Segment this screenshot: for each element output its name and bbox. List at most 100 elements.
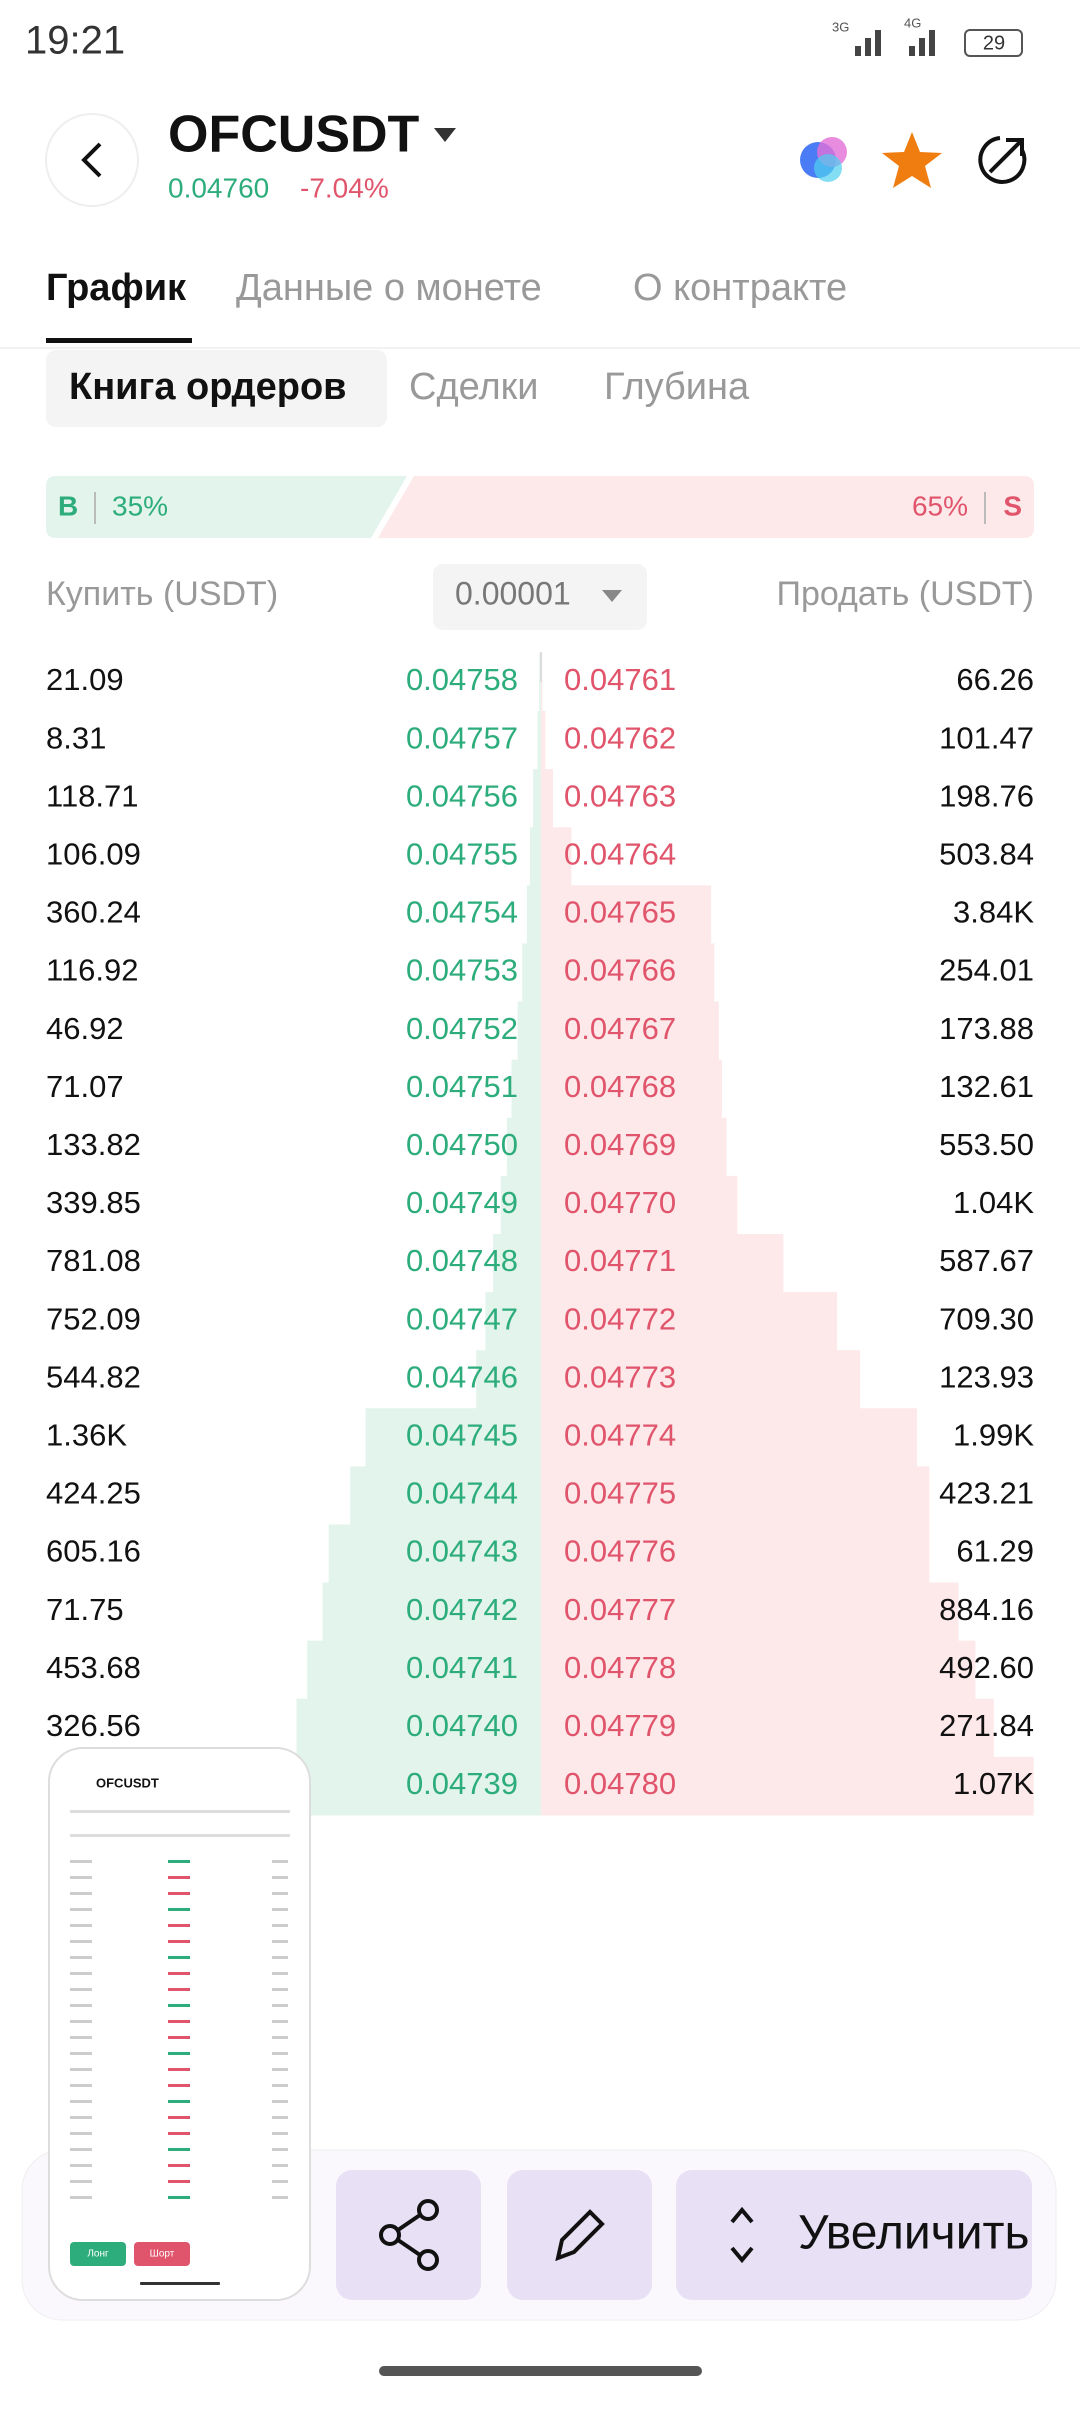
buy-depth-bar (296, 1698, 541, 1758)
thumb-row (168, 2148, 190, 2151)
buy-price: 0.04743 (406, 1534, 518, 1569)
symbol[interactable]: OFCUSDT (168, 106, 420, 164)
battery-level: 29 (983, 32, 1005, 54)
thumb-row (70, 2116, 92, 2119)
thumb-row (70, 1876, 92, 1879)
battery (964, 29, 1023, 57)
sell-depth-bar (541, 885, 712, 944)
buy-amount: 46.92 (46, 1011, 124, 1046)
thumb-row (168, 1988, 190, 1991)
center-line (540, 652, 542, 682)
sell-depth-bar (541, 1001, 719, 1061)
buy-price: 0.04757 (406, 720, 518, 755)
buy-depth-bar (522, 943, 541, 1003)
buy-price: 0.04749 (406, 1185, 518, 1220)
zoom-button[interactable] (676, 2170, 1032, 2300)
zoom-icon (730, 2206, 754, 2264)
sell-price: 0.04769 (564, 1127, 676, 1162)
thumb-row (70, 2196, 92, 2199)
sell-depth-bar (541, 1292, 838, 1351)
share-icon[interactable] (978, 136, 1027, 184)
ai-icon[interactable] (800, 137, 847, 182)
buy-depth-bar (322, 1582, 541, 1642)
thumb-row (70, 1988, 92, 1991)
subtab[interactable]: Сделки (409, 366, 539, 408)
subtab[interactable]: Книга ордеров (69, 366, 347, 408)
sell-depth-bar (541, 827, 572, 886)
buy-depth-bar (307, 1640, 541, 1700)
subtab-active (46, 350, 387, 427)
thumb-row (272, 2164, 288, 2167)
sell-amount: 173.88 (939, 1011, 1034, 1046)
tab[interactable]: График (46, 267, 187, 309)
sell-header: Продать (USDT) (777, 575, 1034, 613)
thumb-row (272, 1956, 288, 1959)
sell-price: 0.04762 (564, 720, 676, 755)
sell-amount: 492.60 (939, 1650, 1034, 1685)
thumb-row (168, 2052, 190, 2055)
buy-depth-bar (511, 1059, 541, 1119)
sell-amount: 587.67 (939, 1243, 1034, 1278)
sep (984, 492, 986, 524)
price: 0.04760 (168, 172, 269, 203)
thumb-short: Шорт (150, 2249, 175, 2260)
share-button[interactable] (336, 2170, 481, 2300)
sell-amount: 1.04K (953, 1185, 1034, 1220)
thumb-row (168, 1860, 190, 1863)
buy-depth-bar (526, 885, 541, 944)
sell-price: 0.04772 (564, 1301, 676, 1336)
sell-depth-bar (541, 1175, 738, 1235)
sell-depth-bar (541, 1059, 722, 1119)
sell-amount: 1.07K (953, 1766, 1034, 1801)
buy-depth-bar (532, 769, 541, 828)
sell-price: 0.04776 (564, 1534, 676, 1569)
buy-ratio: 35% (112, 490, 168, 521)
sell-ratio-bar (378, 476, 1034, 538)
step-dropdown[interactable] (433, 564, 647, 630)
zoom-label: Увеличить (798, 2207, 1030, 2260)
dropdown-icon (602, 590, 622, 602)
thumb-row (70, 2084, 92, 2087)
thumb-row (70, 2068, 92, 2071)
buy-price: 0.04746 (406, 1359, 518, 1394)
sell-price: 0.04767 (564, 1011, 676, 1046)
thumb-row (272, 1924, 288, 1927)
sell-amount: 503.84 (939, 836, 1034, 871)
thumbnail[interactable]: OFCUSDT Лонг Шорт (48, 1747, 311, 2301)
buy-depth-bar (500, 1175, 541, 1235)
buy-price: 0.04739 (406, 1766, 518, 1801)
sell-price: 0.04778 (564, 1650, 676, 1685)
buy-amount: 360.24 (46, 895, 141, 930)
thumb-row (168, 2180, 190, 2183)
thumb-row (70, 1972, 92, 1975)
tab[interactable]: О контракте (633, 267, 847, 309)
buy-amount: 8.31 (46, 720, 106, 755)
sell-depth-bar (541, 943, 715, 1003)
sell-depth-bar (541, 1408, 917, 1467)
tab[interactable]: Данные о монете (236, 267, 542, 309)
home-indicator (379, 2366, 702, 2376)
step: 0.00001 (455, 575, 571, 611)
sell-price: 0.04763 (564, 778, 676, 813)
dropdown-icon[interactable] (434, 128, 456, 142)
buy-depth-bar (350, 1466, 541, 1525)
thumb-row (272, 2148, 288, 2151)
favorite-icon[interactable] (882, 132, 942, 188)
edit-button[interactable] (507, 2170, 652, 2300)
sell-amount: 271.84 (939, 1708, 1034, 1743)
sell-amount: 66.26 (956, 662, 1034, 697)
sell-depth-bar (541, 652, 543, 712)
buy-depth-bar (539, 652, 541, 712)
thumb-row (70, 2164, 92, 2167)
sell-label: S (1003, 490, 1022, 521)
back-button[interactable] (45, 113, 139, 207)
thumb-row (70, 2004, 92, 2007)
buy-header: Купить (USDT) (46, 575, 278, 613)
buy-price: 0.04742 (406, 1592, 518, 1627)
sell-amount: 123.93 (939, 1359, 1034, 1394)
net: 3G (832, 19, 849, 34)
sell-amount: 132.61 (939, 1069, 1034, 1104)
subtab[interactable]: Глубина (604, 366, 750, 408)
thumb-row (168, 1908, 190, 1911)
sell-amount: 553.50 (939, 1127, 1034, 1162)
